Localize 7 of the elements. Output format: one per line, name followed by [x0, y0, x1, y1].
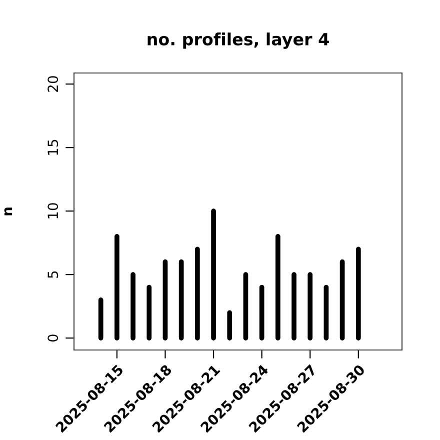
y-axis-title: n: [4, 208, 12, 216]
y-tick-label: 20: [48, 76, 58, 92]
y-tick-label: 10: [48, 203, 58, 218]
chart-title: no. profiles, layer 4: [148, 32, 329, 49]
y-tick-label: 15: [48, 140, 58, 155]
y-tick-label: 5: [48, 271, 58, 278]
y-tick-label: 0: [48, 334, 58, 342]
